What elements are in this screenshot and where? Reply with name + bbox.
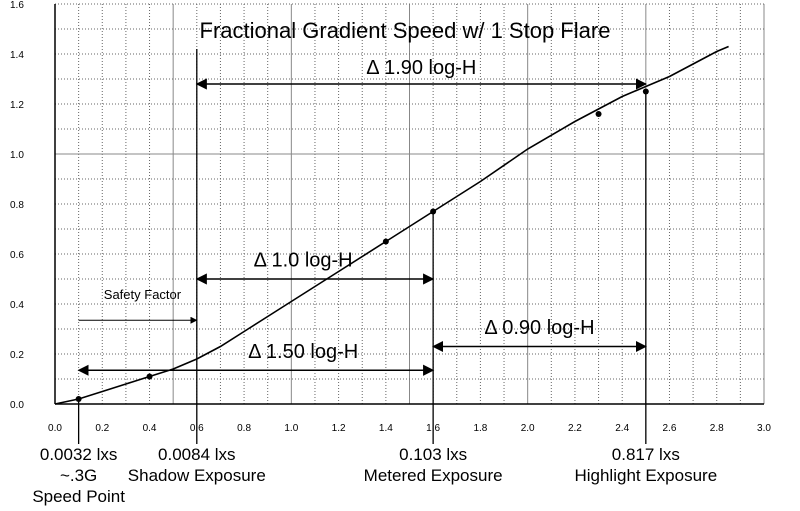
x-tick-label: 1.8 [473,423,487,434]
x-tick-label: 0.8 [237,423,251,434]
markers-group [75,88,649,402]
series-group [54,45,729,405]
annotation-label: Δ 1.90 log-H [366,57,476,79]
x-tick-label: 0.0 [48,423,62,434]
x-tick-label: 1.0 [284,423,298,434]
y-tick-label: 0.6 [10,250,24,261]
below-axis-label: Highlight Exposure [574,466,717,485]
chart-title: Fractional Gradient Speed w/ 1 Stop Flar… [200,18,611,43]
x-tick-label: 2.8 [710,423,724,434]
data-point [75,396,82,402]
x-tick-labels: 0.0 0.2 0.4 0.6 0.8 1.0 1.2 1.4 1.6 1.8 2.0 2.2 2.4 2… [48,423,771,434]
x-tick-label: 0.4 [143,423,157,434]
below-axis-label: Speed Point [32,487,125,506]
y-tick-label: 0.8 [10,200,24,211]
y-tick-label: 0.4 [10,300,24,311]
series-line [54,45,729,405]
below-axis-label: 0.0084 lxs [158,445,236,464]
x-tick-label: 2.2 [568,423,582,434]
annotation-label: Δ 0.90 log-H [484,317,594,339]
below-labels-group: 0.0032 lxs ~.3G Speed Point 0.0084 lxs Shado… [32,445,717,506]
below-axis-label: 0.0032 lxs [40,445,118,464]
data-point [430,208,437,215]
y-tick-label: 1.4 [10,50,24,61]
data-point [382,238,389,245]
below-axis-label: 0.103 lxs [399,445,467,464]
annotation-label: Δ 1.0 log-H [254,250,353,272]
x-tick-label: 1.4 [379,423,393,434]
y-tick-label: 1.6 [10,0,24,11]
annotations-group: Δ 1.90 log-H Δ 1.0 log-H Safety Factor Δ 0.… [77,57,647,376]
data-point [642,88,649,95]
below-axis-label: Shadow Exposure [128,466,266,485]
data-point [595,111,602,117]
reference-vlines [77,49,647,444]
data-point [146,373,153,380]
annotation-label: Safety Factor [104,287,182,302]
below-axis-label: 0.817 lxs [612,445,680,464]
y-tick-label: 0.0 [10,400,24,411]
y-tick-label: 1.2 [10,100,24,111]
x-tick-label: 0.2 [95,423,109,434]
y-tick-label: 0.2 [10,350,24,361]
x-tick-label: 3.0 [757,423,771,434]
grid [54,3,765,405]
x-tick-label: 2.4 [615,423,629,434]
below-axis-label: Metered Exposure [364,466,503,485]
below-axis-label: ~.3G [60,466,97,485]
x-tick-label: 2.0 [521,423,535,434]
y-tick-labels: 0.0 0.2 0.4 0.6 0.8 1.0 1.2 1.4 1.6 [10,0,24,411]
x-tick-label: 1.2 [332,423,346,434]
annotation-label: Δ 1.50 log-H [248,341,358,363]
x-tick-label: 2.6 [663,423,677,434]
y-tick-label: 1.0 [10,150,24,161]
plot-background [50,0,764,404]
